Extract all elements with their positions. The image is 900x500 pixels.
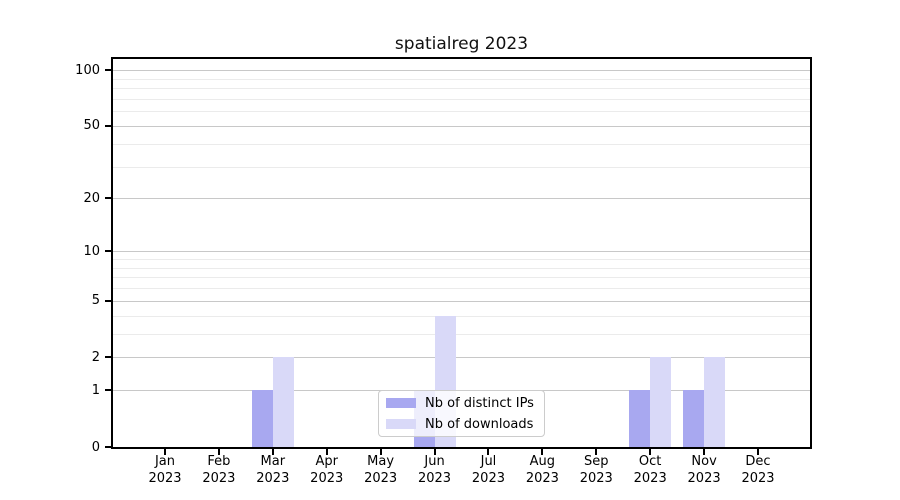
legend-item-distinct-ips: Nb of distinct IPs [386, 394, 544, 412]
y-tick-mark [105, 356, 111, 359]
y-tick-label: 50 [83, 118, 100, 134]
y-tick-mark [105, 446, 111, 448]
legend-label-distinct-ips: Nb of distinct IPs [425, 395, 534, 411]
y-tick-label: 1 [91, 382, 100, 398]
bar-distinct-ips [251, 390, 273, 447]
y-tick-label: 100 [75, 62, 100, 78]
x-tick-year: 2023 [310, 471, 344, 486]
y-tick-label: 2 [91, 349, 100, 365]
gridline-major [113, 357, 810, 359]
x-tick-mark [433, 449, 436, 455]
x-tick-year: 2023 [364, 471, 398, 486]
legend: Nb of distinct IPs Nb of downloads [378, 390, 545, 437]
gridline-major [113, 300, 810, 302]
x-tick-year: 2023 [633, 471, 667, 486]
y-tick-label: 10 [83, 243, 100, 259]
x-tick-label: Jun 2023 [400, 453, 470, 487]
x-tick-mark [164, 449, 166, 455]
gridline-minor [113, 333, 810, 335]
bar-downloads [704, 357, 726, 447]
x-tick-mark [595, 449, 598, 455]
gridline-minor [113, 98, 810, 100]
x-tick-label: Jan 2023 [130, 453, 200, 487]
chart-title: spatialreg 2023 [394, 34, 529, 54]
x-tick-label: Dec 2023 [723, 453, 793, 487]
legend-swatch-distinct-ips [386, 398, 416, 408]
gridline-minor [113, 288, 810, 290]
gridline-minor [113, 267, 810, 269]
x-tick-year: 2023 [256, 471, 290, 486]
gridline-minor [113, 111, 810, 113]
bar-distinct-ips [683, 390, 705, 447]
x-tick-label: Feb 2023 [184, 453, 254, 487]
gridline-major [113, 251, 810, 253]
y-tick-mark [105, 124, 111, 127]
x-tick-year: 2023 [741, 471, 775, 486]
x-tick-label: Nov 2023 [669, 453, 739, 487]
y-tick-mark [105, 299, 111, 302]
legend-label-downloads: Nb of downloads [425, 416, 534, 432]
x-tick-mark [487, 449, 490, 455]
x-tick-label: Apr 2023 [292, 453, 362, 487]
x-tick-year: 2023 [148, 471, 182, 486]
x-tick-mark [379, 449, 382, 455]
x-tick-mark [271, 449, 274, 455]
x-tick-label: Aug 2023 [507, 453, 577, 487]
gridline-minor [113, 259, 810, 260]
gridline-major [113, 198, 810, 200]
x-tick-label: Jul 2023 [453, 453, 523, 487]
x-tick-mark [217, 449, 220, 455]
x-tick-label: Oct 2023 [615, 453, 685, 487]
y-tick-label: 5 [91, 293, 100, 309]
x-tick-year: 2023 [525, 471, 559, 486]
x-tick-mark [757, 449, 759, 455]
y-tick-mark [105, 69, 111, 72]
gridline-minor [113, 143, 810, 145]
x-tick-mark [541, 449, 544, 455]
x-tick-year: 2023 [417, 471, 452, 486]
gridline-minor [113, 166, 810, 168]
gridline-major [113, 70, 810, 72]
x-tick-year: 2023 [202, 471, 236, 486]
gridline-minor [113, 88, 810, 90]
bar-downloads [272, 357, 294, 447]
x-tick-label: May 2023 [346, 453, 416, 487]
legend-swatch-downloads [386, 419, 416, 429]
bar-downloads [650, 357, 672, 447]
y-tick-mark [105, 250, 111, 253]
x-tick-year: 2023 [471, 471, 505, 486]
x-tick-year: 2023 [579, 471, 613, 486]
y-tick-mark [105, 197, 111, 200]
gridline-minor [113, 277, 810, 279]
x-tick-mark [649, 449, 652, 455]
x-tick-label: Mar 2023 [238, 453, 308, 487]
gridline-minor [113, 78, 810, 80]
legend-item-downloads: Nb of downloads [386, 415, 544, 433]
gridline-major [113, 125, 810, 127]
y-tick-label: 20 [83, 190, 100, 206]
gridline-minor [113, 315, 810, 317]
x-tick-mark [703, 449, 706, 455]
bar-distinct-ips [629, 390, 651, 447]
x-tick-year: 2023 [687, 471, 721, 486]
x-tick-label: Sep 2023 [561, 453, 631, 487]
x-tick-mark [325, 449, 328, 455]
y-tick-label: 0 [91, 439, 100, 455]
y-tick-mark [105, 389, 111, 392]
